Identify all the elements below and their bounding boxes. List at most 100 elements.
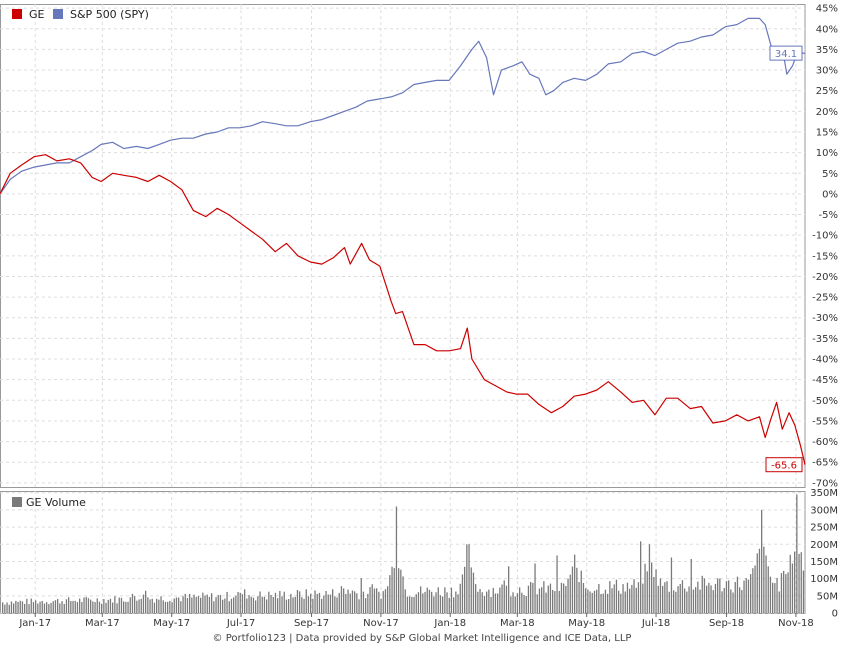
volume-bar bbox=[41, 601, 43, 613]
volume-bar bbox=[380, 598, 382, 613]
x-tick-label: Sep-18 bbox=[709, 618, 744, 629]
volume-bar bbox=[87, 598, 90, 613]
volume-bar bbox=[28, 604, 30, 613]
volume-bar bbox=[798, 553, 800, 613]
volume-bar bbox=[417, 592, 420, 613]
volume-bar bbox=[26, 598, 28, 613]
volume-bar bbox=[404, 589, 406, 613]
volume-bar bbox=[486, 591, 488, 613]
volume-bar bbox=[156, 598, 158, 613]
volume-bar bbox=[24, 603, 26, 613]
volume-bar bbox=[640, 541, 642, 613]
volume-bar bbox=[695, 587, 697, 613]
volume-bar bbox=[516, 593, 519, 613]
ge-legend-label: GE bbox=[29, 8, 45, 21]
volume-bar bbox=[686, 591, 688, 613]
volume-bar bbox=[505, 585, 508, 613]
volume-bar bbox=[461, 574, 464, 613]
volume-bar bbox=[314, 590, 316, 613]
volume-bar bbox=[611, 588, 613, 613]
volume-y-tick-label: 300M bbox=[810, 505, 838, 516]
y-tick-label: -15% bbox=[812, 251, 838, 262]
volume-y-tick-label: 200M bbox=[810, 540, 838, 551]
volume-bar bbox=[138, 599, 140, 613]
volume-bar bbox=[318, 592, 321, 613]
volume-y-tick-label: 50M bbox=[817, 591, 838, 602]
volume-bar bbox=[448, 597, 450, 613]
volume-bar bbox=[171, 602, 173, 613]
volume-bar bbox=[622, 584, 624, 613]
volume-bar bbox=[734, 582, 736, 613]
volume-bar bbox=[217, 595, 219, 613]
x-tick-label: May-18 bbox=[568, 618, 605, 629]
volume-bar bbox=[310, 593, 312, 613]
volume-bar bbox=[545, 592, 547, 613]
volume-bar bbox=[666, 581, 668, 613]
volume-bar bbox=[400, 569, 402, 613]
y-tick-label: -35% bbox=[812, 334, 838, 345]
volume-bar bbox=[578, 582, 580, 613]
volume-bar bbox=[369, 587, 371, 613]
volume-bar bbox=[195, 596, 197, 613]
volume-bar bbox=[721, 591, 723, 613]
volume-bar bbox=[272, 597, 274, 613]
volume-bar bbox=[296, 590, 299, 613]
y-tick-label: 25% bbox=[816, 86, 838, 97]
volume-bar bbox=[101, 603, 103, 613]
volume-bar bbox=[668, 591, 670, 613]
volume-bar bbox=[389, 575, 391, 613]
volume-bar bbox=[257, 596, 259, 613]
volume-bar bbox=[600, 594, 602, 613]
volume-bar bbox=[263, 596, 266, 613]
y-tick-label: -45% bbox=[812, 375, 838, 386]
volume-bar bbox=[57, 599, 59, 613]
volume-bar bbox=[490, 597, 492, 613]
volume-bar bbox=[479, 589, 481, 613]
volume-bar bbox=[50, 602, 52, 613]
volume-bar bbox=[494, 593, 497, 613]
volume-bar bbox=[17, 601, 19, 613]
y-tick-label: 45% bbox=[816, 4, 838, 15]
volume-bar bbox=[701, 575, 703, 613]
y-tick-label: -50% bbox=[812, 396, 838, 407]
volume-bar bbox=[444, 587, 446, 613]
ge-series-line bbox=[0, 154, 806, 465]
volume-bar bbox=[719, 578, 721, 613]
volume-bar bbox=[120, 597, 123, 613]
volume-bar bbox=[301, 597, 303, 613]
volume-bar bbox=[365, 598, 367, 613]
volume-bar bbox=[59, 603, 61, 613]
volume-bar bbox=[285, 599, 288, 613]
volume-bar bbox=[774, 583, 776, 613]
volume-bar bbox=[373, 588, 376, 613]
volume-bar bbox=[409, 596, 411, 613]
volume-bar bbox=[72, 600, 74, 613]
y-tick-label: 30% bbox=[816, 66, 838, 77]
volume-bar bbox=[642, 583, 644, 613]
volume-bar bbox=[228, 601, 230, 613]
volume-bar bbox=[277, 598, 279, 613]
volume-bar bbox=[103, 599, 105, 613]
volume-bar bbox=[422, 593, 424, 613]
volume-bar bbox=[510, 596, 512, 613]
volume-bar bbox=[334, 596, 336, 613]
y-tick-label: 5% bbox=[822, 169, 838, 180]
volume-bar bbox=[565, 586, 567, 613]
volume-bar bbox=[677, 586, 679, 613]
volume-bar bbox=[651, 562, 653, 613]
volume-bar bbox=[692, 589, 695, 613]
volume-bar bbox=[736, 576, 739, 613]
price-panel: 45% 40% 35% 30% 25% 20% 15% 10% 5% 0% -5% -10% -15% -… bbox=[0, 4, 838, 489]
volume-bar bbox=[142, 594, 145, 613]
volume-bar bbox=[406, 596, 409, 613]
volume-bar bbox=[455, 591, 457, 613]
volume-bar bbox=[442, 596, 444, 613]
volume-bar bbox=[382, 591, 384, 613]
volume-bar bbox=[514, 596, 516, 613]
y-tick-label: 35% bbox=[816, 45, 838, 56]
volume-y-tick-label: 100M bbox=[810, 574, 838, 585]
volume-bar bbox=[378, 591, 380, 613]
volume-bar bbox=[439, 595, 442, 613]
